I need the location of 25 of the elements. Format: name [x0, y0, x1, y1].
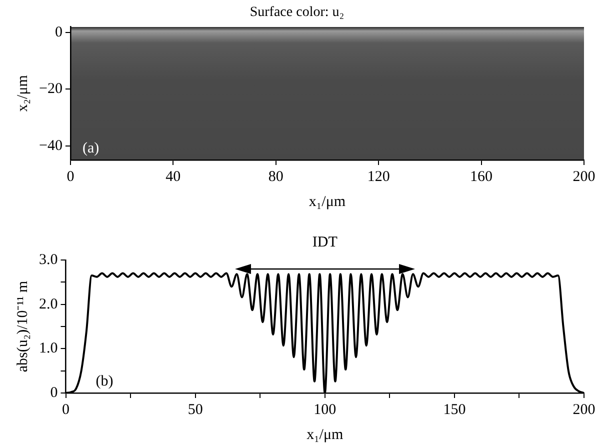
y-tick-label: −20	[38, 81, 62, 98]
y-axis-title: abs(u₂)/10⁻¹¹ m	[14, 280, 31, 372]
y-tick-label: 2.0	[39, 296, 58, 312]
y-tick-label: −40	[38, 138, 62, 154]
y-tick-label: 0	[54, 24, 62, 40]
x-axis-title: x₁/μm	[306, 426, 344, 443]
x-axis-title: x₁/μm	[308, 194, 346, 210]
x-tick-label: 40	[166, 168, 181, 185]
y-tick-label: 0	[50, 384, 58, 401]
x-tick-label: 200	[572, 168, 596, 185]
x-tick-label: 100	[314, 402, 336, 418]
x-tick-label: 150	[443, 402, 466, 418]
x-tick-label: 160	[470, 168, 493, 185]
chart-title: Surface color: u₂	[250, 5, 344, 20]
x-tick-label: 50	[188, 402, 203, 418]
annotation: (b)	[96, 373, 114, 390]
y-tick-label: 3.0	[39, 252, 58, 268]
y-axis-title: x₂/μm	[14, 74, 31, 112]
y-tick-label: 1.0	[39, 340, 58, 357]
x-tick-label: 120	[367, 168, 390, 185]
x-tick-label: 80	[268, 168, 284, 185]
x-tick-label: 200	[572, 402, 596, 418]
annotation: (a)	[82, 140, 100, 156]
x-tick-label: 0	[66, 168, 74, 185]
text: IDT	[312, 234, 338, 250]
